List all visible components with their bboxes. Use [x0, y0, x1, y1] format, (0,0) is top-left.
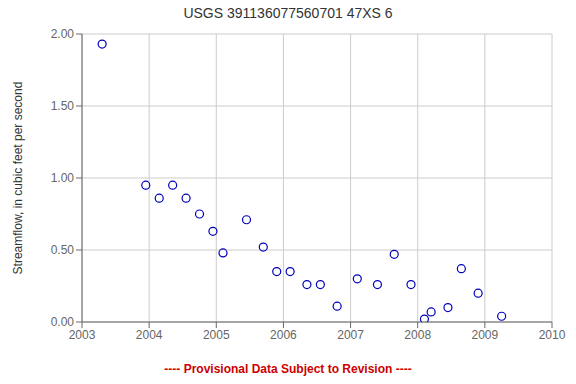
svg-text:2003: 2003	[69, 328, 96, 342]
svg-text:2010: 2010	[539, 328, 566, 342]
html-text:USGS 391136077560701 47XS 6: USGS 391136077560701 47XS 6	[183, 5, 393, 21]
svg-text:Streamflow, in cubic feet per: Streamflow, in cubic feet per second	[11, 82, 25, 275]
svg-text:1.50: 1.50	[51, 99, 75, 113]
svg-text:0.50: 0.50	[51, 243, 75, 257]
svg-text:0.00: 0.00	[51, 315, 75, 329]
svg-text:2.00: 2.00	[51, 27, 75, 41]
svg-text:2004: 2004	[136, 328, 163, 342]
svg-text:2005: 2005	[203, 328, 230, 342]
svg-text:1.00: 1.00	[51, 171, 75, 185]
svg-text:2006: 2006	[270, 328, 297, 342]
html-text:---- Provisional Data Subject: ---- Provisional Data Subject to Revisio…	[164, 362, 412, 376]
svg-text:2008: 2008	[404, 328, 431, 342]
svg-text:2009: 2009	[472, 328, 499, 342]
svg-text:2007: 2007	[337, 328, 364, 342]
